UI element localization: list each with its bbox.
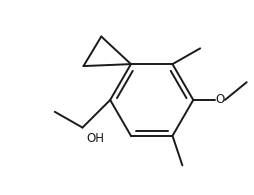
Text: O: O <box>215 93 224 106</box>
Text: OH: OH <box>86 132 104 145</box>
